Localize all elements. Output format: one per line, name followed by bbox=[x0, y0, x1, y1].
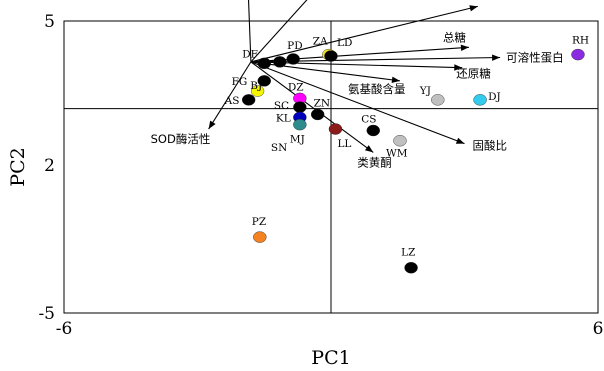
sample-point-label: WM bbox=[386, 148, 408, 160]
loading-vector-line bbox=[250, 61, 465, 145]
sample-point bbox=[404, 262, 418, 274]
sample-point-label: RH bbox=[572, 35, 589, 47]
sample-point-label: DJ bbox=[488, 91, 501, 103]
loading-vector-line bbox=[250, 0, 308, 63]
loading-vector-line bbox=[250, 5, 478, 63]
sample-point bbox=[324, 50, 338, 62]
sample-point-label: SC bbox=[274, 100, 289, 112]
sample-extra-label: SN bbox=[271, 142, 287, 154]
x-tick-label-max: 6 bbox=[593, 319, 604, 339]
x-tick-label-min: -6 bbox=[56, 319, 73, 339]
loading-vector-label: SOD酶活性 bbox=[151, 132, 211, 146]
loading-vector-arrowhead bbox=[455, 137, 465, 144]
sample-point bbox=[241, 94, 256, 106]
sample-point-label: KL bbox=[276, 112, 291, 124]
loading-vector-arrowhead bbox=[469, 5, 478, 12]
sample-point bbox=[293, 118, 307, 131]
sample-point-label: LZ bbox=[401, 247, 415, 259]
loading-vector-arrowhead bbox=[391, 76, 400, 84]
sample-point-label: ZA bbox=[313, 36, 328, 48]
sample-point-label: MJ bbox=[290, 134, 305, 146]
sample-point-label: CS bbox=[361, 114, 376, 126]
sample-point bbox=[393, 135, 407, 147]
loading-vector-line bbox=[208, 61, 252, 130]
sample-point bbox=[473, 94, 487, 106]
sample-point bbox=[293, 101, 307, 113]
y-tick-label-bottom: -5 bbox=[38, 304, 55, 324]
sample-point-label: FG bbox=[232, 76, 248, 88]
sample-point bbox=[273, 56, 287, 68]
loading-vector-line bbox=[250, 61, 374, 153]
sample-point bbox=[257, 57, 271, 70]
sample-point bbox=[250, 85, 265, 97]
loading-vector-line bbox=[247, 0, 252, 62]
loading-vector-arrowhead bbox=[492, 54, 501, 61]
x-axis-title: PC1 bbox=[311, 347, 350, 369]
y-axis-title: PC2 bbox=[7, 147, 29, 186]
loading-vector-arrowhead bbox=[364, 145, 374, 153]
sample-point bbox=[310, 108, 325, 121]
loading-vector-label: 类黄酮 bbox=[357, 155, 392, 169]
sample-point bbox=[366, 124, 380, 137]
sample-point-label: LL bbox=[337, 138, 351, 150]
sample-point-label: PD bbox=[287, 40, 302, 52]
sample-point-label: AS bbox=[224, 95, 240, 107]
sample-point bbox=[431, 94, 445, 106]
loading-vector-label: 固酸比 bbox=[473, 139, 508, 153]
y-tick-label-top: 5 bbox=[44, 12, 55, 32]
sample-point bbox=[257, 75, 271, 87]
loading-vector-label: 可溶性蛋白 bbox=[506, 51, 563, 65]
sample-point-label: YJ bbox=[419, 85, 431, 97]
sample-point bbox=[286, 53, 300, 65]
sample-point-label: PZ bbox=[252, 216, 266, 228]
sample-points: RH DJ YJ ZA LD PD DF FG BJ AS DZ SC ZN KL MJ LL CS WM PZ LZ… bbox=[224, 35, 589, 274]
sample-point bbox=[571, 48, 585, 61]
sample-point-label: DF bbox=[242, 48, 258, 60]
loading-vectors: 可滴定酸维生素C可溶性固形物总糖可溶性蛋白还原糖氨基酸含量固酸比类黄酮SOD酶活… bbox=[151, 0, 564, 169]
loading-vector-label: 氨基酸含量 bbox=[348, 82, 406, 96]
y-tick-label-mid: 2 bbox=[44, 156, 55, 176]
sample-point-label: BJ bbox=[250, 80, 262, 92]
sample-point bbox=[253, 231, 267, 243]
loading-vector-arrowhead bbox=[208, 120, 216, 130]
sample-point-label: ZN bbox=[314, 97, 330, 109]
sample-point-label: DZ bbox=[288, 81, 304, 93]
sample-point-label: LD bbox=[337, 37, 352, 49]
loading-vector-arrowhead bbox=[460, 44, 469, 52]
loading-vector-arrowhead bbox=[454, 64, 463, 71]
sample-point bbox=[328, 123, 343, 135]
loading-vector-label: 总糖 bbox=[443, 30, 466, 44]
loading-vector-label: 还原糖 bbox=[456, 67, 491, 81]
